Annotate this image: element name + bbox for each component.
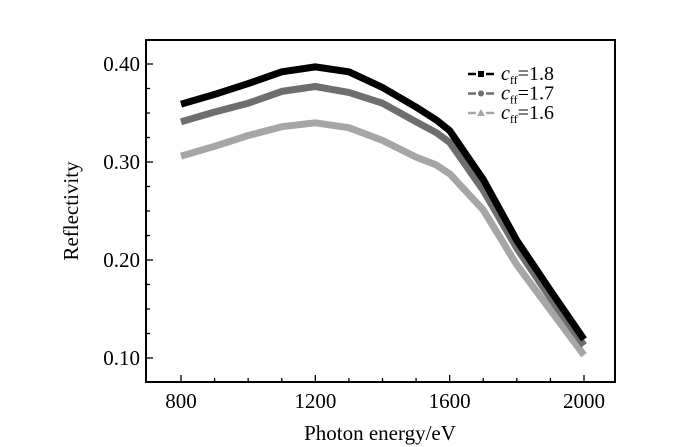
legend-subscript: ff (510, 93, 518, 107)
y-tick-label: 0.30 (103, 150, 140, 174)
legend-entry: cff=1.8 (468, 63, 554, 87)
y-tick-label: 0.10 (103, 346, 140, 370)
legend-subscript: ff (510, 73, 518, 87)
legend-subscript: ff (510, 112, 518, 126)
legend-symbol: c (501, 63, 510, 85)
legend-value: =1.8 (518, 63, 554, 85)
legend-entry: cff=1.6 (468, 102, 554, 126)
x-tick-label: 1200 (294, 389, 336, 413)
legend-square-marker-icon (478, 71, 484, 77)
ticks-layer: 800 1200 1600 2000 0.10 0.20 0.30 0.40 (103, 52, 605, 413)
legend-label: cff=1.6 (501, 102, 554, 126)
x-tick-label: 2000 (563, 389, 605, 413)
x-tick-label: 1600 (429, 389, 471, 413)
legend-label: cff=1.7 (501, 83, 554, 107)
legend-value: =1.6 (518, 102, 554, 124)
legend-entry: cff=1.7 (468, 83, 554, 107)
series-line-square (180, 63, 587, 342)
series-line-diamond (180, 83, 587, 348)
legend-diamond-marker-icon (478, 90, 484, 97)
x-axis-label: Photon energy/eV (304, 421, 456, 445)
legend-symbol: c (501, 102, 510, 124)
legend-label: cff=1.8 (501, 63, 554, 87)
series-line-triangle (180, 119, 587, 358)
y-tick-label: 0.20 (103, 248, 140, 272)
legend-triangle-marker-icon (477, 109, 485, 116)
legend-value: =1.7 (518, 83, 554, 105)
x-tick-label: 800 (165, 389, 197, 413)
y-axis-label: Reflectivity (59, 161, 83, 261)
legend-symbol: c (501, 83, 510, 105)
series-layer (180, 63, 587, 358)
y-tick-label: 0.40 (103, 52, 140, 76)
